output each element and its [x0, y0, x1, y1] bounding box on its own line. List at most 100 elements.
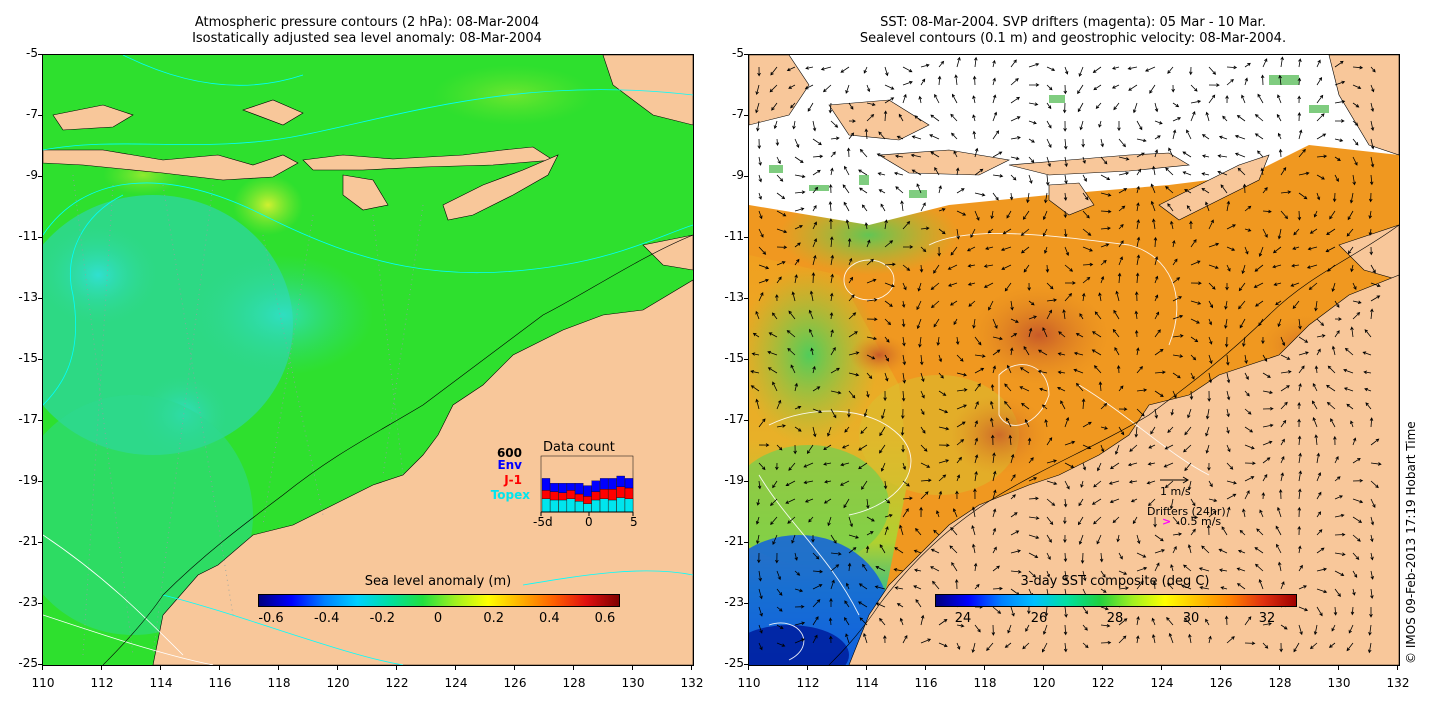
velocity-vector [884, 354, 889, 362]
velocity-vector [974, 147, 979, 158]
velocity-vector [1010, 136, 1021, 140]
velocity-vector [859, 148, 868, 158]
velocity-vector [1025, 624, 1030, 632]
velocity-vector [794, 405, 802, 410]
left-lat-tick-mark [38, 115, 42, 116]
velocity-vector [1208, 66, 1217, 75]
velocity-vector [786, 66, 796, 72]
right-lat-tick: -23 [724, 595, 744, 609]
velocity-vector [1118, 552, 1123, 560]
velocity-vector [992, 365, 996, 374]
velocity-vector [841, 444, 850, 449]
drifter-glyph: > [1162, 515, 1172, 528]
velocity-vector [794, 588, 804, 593]
colorbar-tick-label: -0.4 [313, 611, 340, 626]
velocity-vector [1334, 532, 1346, 537]
velocity-vector [1316, 318, 1325, 326]
velocity-vector [974, 210, 980, 221]
velocity-vector [1075, 333, 1084, 338]
velocity-vector [971, 506, 976, 518]
velocity-vector [1262, 457, 1271, 464]
velocity-vector [758, 246, 767, 255]
velocity-vector [920, 462, 931, 468]
left-lat-tick: -23 [18, 595, 38, 609]
histogram-bar-env [608, 478, 617, 490]
velocity-vector [1010, 530, 1020, 536]
right-lon-tick: 110 [737, 676, 761, 690]
velocity-vector [1063, 534, 1067, 543]
velocity-vector [1134, 329, 1139, 338]
velocity-vector [1208, 264, 1219, 269]
velocity-vector [1163, 462, 1174, 468]
velocity-vector [1253, 282, 1264, 288]
velocity-vector [1208, 219, 1214, 230]
left-lon-tick-mark [514, 665, 515, 670]
velocity-vector [1147, 462, 1156, 466]
left-lat-tick: -19 [18, 473, 38, 487]
velocity-vector [1316, 133, 1327, 140]
velocity-vector [768, 332, 778, 338]
histogram-bar-j1 [566, 490, 576, 499]
velocity-vector [811, 535, 815, 543]
velocity-vector [1046, 156, 1051, 168]
left-lon-tick: 120 [326, 676, 350, 690]
velocity-vector [1046, 459, 1058, 464]
velocity-vector [1078, 498, 1084, 507]
histogram-bar-env [591, 480, 600, 492]
velocity-vector [864, 222, 869, 230]
velocity-vector [1370, 264, 1376, 274]
histogram-bar-env [575, 483, 584, 495]
velocity-vector [938, 390, 947, 396]
velocity-vector [848, 257, 853, 266]
velocity-vector [1297, 525, 1301, 536]
velocity-vector [1262, 228, 1268, 238]
velocity-vector [1334, 330, 1340, 338]
velocity-vector [1057, 387, 1066, 392]
velocity-vector [1280, 419, 1287, 428]
velocity-vector [1312, 382, 1318, 392]
velocity-vector [1244, 62, 1251, 68]
velocity-vector [918, 336, 922, 348]
velocity-vector [1262, 58, 1268, 68]
velocity-vector [844, 426, 850, 433]
velocity-vector [1064, 264, 1074, 272]
velocity-vector [992, 130, 1000, 140]
velocity-vector [884, 526, 889, 536]
velocity-vector [1226, 493, 1237, 500]
velocity-vector [1046, 309, 1052, 320]
velocity-vector [830, 408, 837, 419]
velocity-vector [884, 498, 891, 504]
histogram-bar-j1 [599, 489, 609, 499]
right-lat-tick: -13 [724, 290, 744, 304]
velocity-vector [1037, 349, 1048, 356]
velocity-vector [776, 444, 783, 451]
velocity-vector [902, 282, 907, 291]
right-lon-tick: 118 [973, 676, 997, 690]
velocity-vector [1004, 383, 1012, 392]
velocity-vector [1002, 228, 1012, 235]
velocity-vector [955, 490, 959, 500]
velocity-vector [1298, 351, 1309, 356]
velocity-vector [866, 84, 871, 93]
velocity-vector [1154, 549, 1165, 554]
velocity-vector [848, 294, 855, 302]
velocity-vector [1112, 516, 1120, 524]
velocity-vector [987, 228, 994, 234]
velocity-vector [1154, 348, 1164, 356]
velocity-vector [1201, 545, 1210, 554]
velocity-vector [845, 219, 850, 230]
velocity-vector [861, 204, 868, 212]
velocity-vector [1046, 498, 1056, 506]
velocity-vector [775, 294, 779, 302]
velocity-vector [1172, 334, 1184, 338]
velocity-vector [874, 585, 886, 590]
right-lat-tick-mark [744, 115, 748, 116]
velocity-vector [1262, 209, 1272, 214]
velocity-vector [1224, 300, 1228, 310]
velocity-vector [949, 545, 958, 554]
velocity-vector [1370, 588, 1374, 599]
velocity-vector [1241, 264, 1246, 275]
velocity-vector [1224, 615, 1229, 626]
velocity-vector [1234, 152, 1246, 158]
velocity-vector [876, 153, 886, 158]
